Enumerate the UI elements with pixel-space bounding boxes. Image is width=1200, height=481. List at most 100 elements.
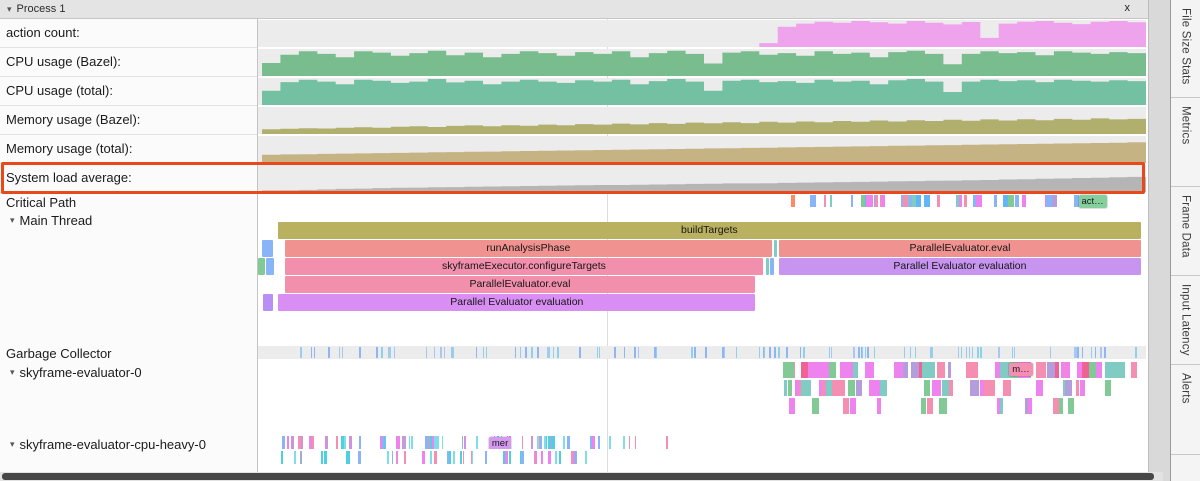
trace-event-tick[interactable]	[482, 347, 485, 358]
trace-event-tick[interactable]	[840, 362, 850, 378]
trace-event-tick[interactable]	[394, 347, 396, 358]
trace-event-tick[interactable]	[448, 451, 451, 464]
trace-event-tick[interactable]	[847, 362, 855, 378]
trace-event-tick[interactable]	[940, 398, 947, 414]
trace-event-tick[interactable]	[705, 347, 707, 358]
trace-event-tick[interactable]	[428, 436, 431, 449]
trace-event-tick[interactable]	[955, 195, 960, 207]
trace-event-tick[interactable]	[321, 451, 323, 464]
side-tab-metrics[interactable]: Metrics	[1171, 98, 1200, 187]
truncated-slice-badge[interactable]: act…	[1078, 195, 1107, 208]
trace-event-tick[interactable]	[847, 380, 856, 396]
trace-event-tick[interactable]	[947, 362, 952, 378]
trace-event-tick[interactable]	[436, 436, 439, 449]
trace-event-tick[interactable]	[339, 347, 341, 358]
trace-event-tick[interactable]	[825, 380, 832, 396]
trace-event-tick[interactable]	[291, 436, 294, 449]
trace-event-tick[interactable]	[504, 451, 508, 464]
trace-event-tick[interactable]	[453, 451, 455, 464]
trace-event-tick[interactable]	[402, 436, 405, 449]
trace-event-tick[interactable]	[1104, 347, 1106, 358]
trace-event-tick[interactable]	[384, 436, 386, 449]
slice-runanalysisphase[interactable]: runAnalysisPhase	[284, 240, 773, 257]
trace-event-tick[interactable]	[349, 436, 353, 449]
trace-event-tick[interactable]	[970, 380, 979, 396]
trace-event-tick[interactable]	[441, 436, 443, 449]
trace-event-tick[interactable]	[484, 451, 487, 464]
trace-event-tick[interactable]	[818, 362, 830, 378]
trace-event-tick[interactable]	[443, 347, 445, 358]
trace-event-tick[interactable]	[558, 451, 562, 464]
trace-event-tick[interactable]	[585, 451, 587, 464]
trace-event-tick[interactable]	[552, 347, 554, 358]
slice-small[interactable]	[263, 294, 274, 311]
trace-event-tick[interactable]	[548, 451, 551, 464]
trace-event-tick[interactable]	[461, 436, 464, 449]
trace-event-tick[interactable]	[325, 436, 328, 449]
trace-event-tick[interactable]	[432, 436, 435, 449]
trace-event-tick[interactable]	[1027, 398, 1033, 414]
trace-event-tick[interactable]	[821, 380, 825, 396]
trace-event-tick[interactable]	[958, 347, 960, 358]
trace-event-tick[interactable]	[812, 195, 816, 207]
trace-event-tick[interactable]	[931, 380, 941, 396]
slice-small[interactable]	[765, 258, 770, 275]
trace-event-tick[interactable]	[311, 436, 315, 449]
trace-event-tick[interactable]	[867, 347, 869, 358]
trace-event-tick[interactable]	[666, 436, 668, 449]
trace-event-tick[interactable]	[1049, 347, 1052, 358]
trace-event-tick[interactable]	[405, 436, 407, 449]
trace-event-tick[interactable]	[997, 398, 1001, 414]
trace-event-tick[interactable]	[440, 347, 442, 358]
trace-event-tick[interactable]	[282, 436, 285, 449]
horizontal-scrollbar-thumb[interactable]	[2, 473, 1154, 480]
side-tab-frame-data[interactable]: Frame Data	[1171, 187, 1200, 276]
trace-event-tick[interactable]	[877, 398, 881, 414]
trace-event-tick[interactable]	[852, 362, 859, 378]
trace-event-tick[interactable]	[829, 195, 833, 207]
trace-event-tick[interactable]	[1057, 398, 1064, 414]
counter-chart-action-count[interactable]	[262, 21, 1146, 47]
trace-event-tick[interactable]	[1099, 347, 1102, 358]
trace-event-tick[interactable]	[948, 380, 954, 396]
trace-event-tick[interactable]	[690, 347, 693, 358]
trace-event-tick[interactable]	[1075, 380, 1080, 396]
trace-event-tick[interactable]	[328, 347, 330, 358]
trace-event-tick[interactable]	[634, 347, 636, 358]
trace-event-tick[interactable]	[861, 195, 865, 207]
trace-event-tick[interactable]	[958, 195, 962, 207]
trace-event-tick[interactable]	[786, 347, 789, 358]
slice-small[interactable]	[261, 240, 274, 257]
trace-event-tick[interactable]	[485, 347, 487, 358]
trace-event-tick[interactable]	[450, 347, 453, 358]
counter-chart-system-load-average[interactable]	[262, 166, 1146, 192]
horizontal-scrollbar[interactable]	[0, 472, 1163, 481]
trace-event-tick[interactable]	[553, 436, 555, 449]
trace-event-tick[interactable]	[433, 347, 435, 358]
trace-event-tick[interactable]	[723, 347, 726, 358]
trace-event-tick[interactable]	[763, 347, 765, 358]
trace-event-tick[interactable]	[622, 436, 625, 449]
trace-event-tick[interactable]	[575, 451, 578, 464]
trace-event-tick[interactable]	[540, 451, 544, 464]
side-tab-file-size-stats[interactable]: File Size Stats	[1171, 0, 1200, 98]
trace-event-tick[interactable]	[471, 451, 474, 464]
trace-event-tick[interactable]	[787, 380, 792, 396]
trace-event-tick[interactable]	[525, 347, 527, 358]
trace-event-tick[interactable]	[801, 380, 812, 396]
trace-event-tick[interactable]	[1067, 398, 1074, 414]
trace-event-tick[interactable]	[930, 347, 933, 358]
trace-event-tick[interactable]	[310, 347, 312, 358]
trace-event-tick[interactable]	[323, 451, 327, 464]
trace-event-tick[interactable]	[463, 451, 465, 464]
trace-event-tick[interactable]	[300, 436, 304, 449]
trace-event-tick[interactable]	[931, 347, 934, 358]
trace-event-tick[interactable]	[965, 362, 978, 378]
trace-event-tick[interactable]	[287, 436, 289, 449]
trace-event-tick[interactable]	[778, 347, 780, 358]
trace-event-tick[interactable]	[1074, 347, 1076, 358]
trace-event-tick[interactable]	[359, 436, 361, 449]
trace-event-tick[interactable]	[800, 347, 802, 358]
trace-event-tick[interactable]	[1015, 195, 1019, 207]
slice-small[interactable]	[773, 240, 778, 257]
